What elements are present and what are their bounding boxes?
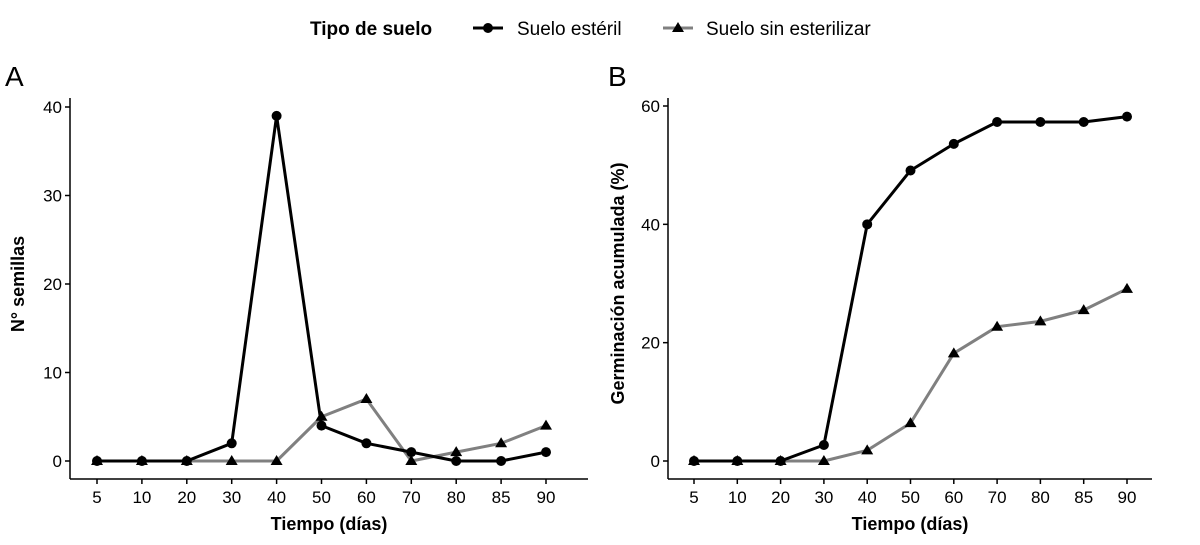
x-tick-label: 85 (492, 488, 511, 507)
point-sin-esterilizar (861, 444, 874, 455)
x-tick-label: 85 (1074, 488, 1093, 507)
point-esteril (948, 138, 959, 149)
x-tick-label: 90 (537, 488, 556, 507)
point-sin-esterilizar (991, 320, 1004, 331)
point-esteril (451, 456, 462, 466)
x-tick-label: 40 (267, 488, 286, 507)
panel-b: 0 20 40 60 5 10 20 30 40 50 60 70 80 85 90 Tiempo (días… (608, 97, 1152, 534)
legend-key-esteril (473, 23, 503, 33)
point-esteril (541, 447, 551, 458)
x-tick-label: 20 (771, 488, 790, 507)
point-esteril (271, 110, 282, 121)
point-esteril (181, 456, 192, 466)
x-tick-label: 5 (689, 488, 698, 507)
point-sin-esterilizar (1121, 282, 1133, 293)
legend-title: Tipo de suelo (310, 19, 432, 40)
x-tick-label: 80 (1031, 488, 1050, 507)
x-tick-label: 80 (447, 488, 466, 507)
panel-a: 0 10 20 30 40 5 10 20 30 40 50 60 70 80 85 90 Tiempo (dí… (8, 98, 588, 534)
point-esteril (992, 116, 1003, 127)
point-esteril (1035, 116, 1046, 127)
x-tick-label: 60 (357, 488, 376, 507)
x-axis-title: Tiempo (días) (852, 514, 969, 534)
y-tick-label: 60 (641, 97, 660, 116)
x-tick-label: 30 (222, 488, 241, 507)
x-tick-label: 10 (728, 488, 747, 507)
y-tick-label: 0 (53, 452, 62, 471)
x-tick-label: 30 (814, 488, 833, 507)
point-sin-esterilizar (405, 455, 418, 465)
x-tick-label: 60 (944, 488, 963, 507)
x-tick-label: 10 (132, 488, 151, 507)
point-esteril (361, 438, 372, 449)
legend: Tipo de suelo Suelo estéril Suelo sin es… (310, 19, 871, 40)
series-line-sin-esterilizar (694, 287, 1128, 463)
point-sin-esterilizar (450, 446, 463, 457)
point-esteril (818, 440, 829, 451)
point-esteril (732, 456, 743, 466)
y-tick-label: 20 (43, 275, 62, 294)
x-tick-label: 50 (312, 488, 331, 507)
legend-key-sin-esterilizar (663, 22, 693, 32)
y-axis-title: Germinación acumulada (%) (608, 162, 628, 404)
point-esteril (689, 456, 699, 466)
point-sin-esterilizar (1034, 315, 1047, 326)
point-sin-esterilizar (360, 393, 373, 404)
x-tick-label: 70 (402, 488, 421, 507)
panel-label-a: A (5, 61, 24, 92)
y-tick-label: 0 (651, 452, 660, 471)
legend-label-sin-esterilizar: Suelo sin esterilizar (706, 19, 871, 40)
y-tick-label: 40 (43, 98, 62, 117)
point-esteril (862, 219, 873, 230)
point-esteril (775, 456, 786, 466)
x-tick-label: 90 (1118, 488, 1137, 507)
point-esteril (92, 456, 102, 466)
legend-label-esteril: Suelo estéril (517, 19, 622, 40)
point-sin-esterilizar (947, 347, 960, 358)
y-tick-label: 40 (641, 215, 660, 234)
x-tick-label: 40 (858, 488, 877, 507)
x-tick-label: 70 (988, 488, 1007, 507)
point-esteril (1122, 111, 1132, 122)
point-sin-esterilizar (817, 455, 830, 465)
point-sin-esterilizar (540, 419, 552, 430)
point-sin-esterilizar (225, 455, 238, 465)
point-esteril (406, 447, 417, 458)
y-tick-label: 20 (641, 334, 660, 353)
point-sin-esterilizar (270, 455, 283, 465)
point-sin-esterilizar (904, 417, 917, 428)
point-sin-esterilizar (495, 437, 508, 448)
point-esteril (496, 456, 507, 466)
y-tick-label: 30 (43, 187, 62, 206)
x-tick-label: 20 (177, 488, 196, 507)
point-sin-esterilizar (1077, 304, 1090, 315)
y-tick-label: 10 (43, 364, 62, 383)
point-esteril (136, 456, 147, 466)
x-tick-label: 50 (901, 488, 920, 507)
series-line-esteril (97, 114, 547, 463)
x-tick-label: 5 (92, 488, 101, 507)
point-esteril (316, 420, 327, 431)
x-axis-title: Tiempo (días) (271, 514, 388, 534)
point-esteril (1078, 116, 1089, 127)
point-esteril (226, 438, 237, 449)
panel-label-b: B (608, 61, 627, 92)
point-sin-esterilizar (315, 410, 328, 421)
point-esteril (905, 165, 916, 176)
y-axis-title: N° semillas (8, 236, 28, 332)
